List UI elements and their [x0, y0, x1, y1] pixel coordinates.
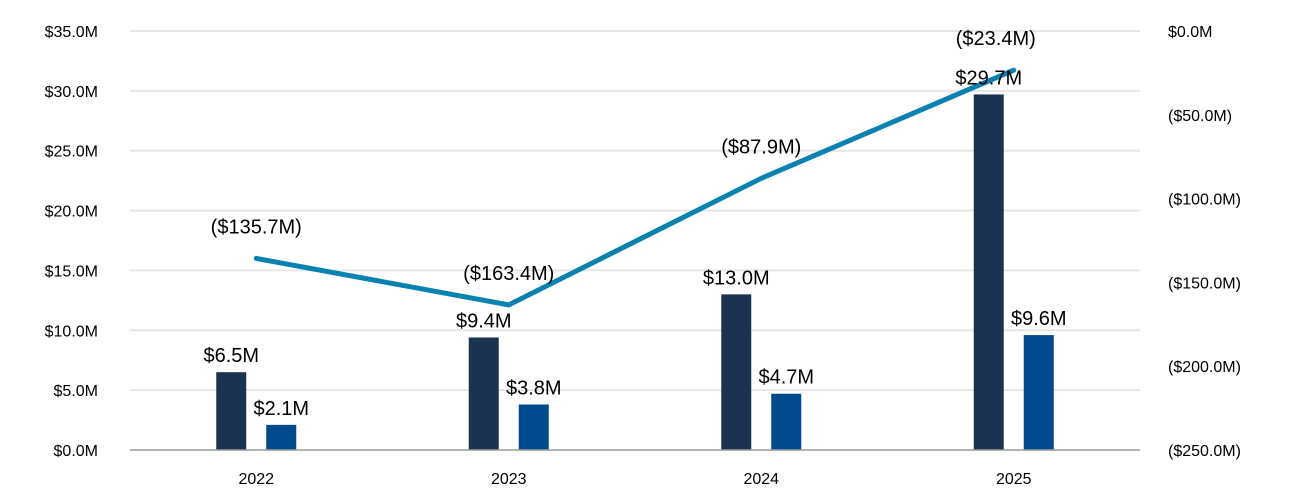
line-point-2024 — [760, 177, 763, 180]
line-data-label: ($163.4M) — [463, 263, 554, 285]
bar-data-label: $13.0M — [703, 267, 770, 289]
x-tick-label: 2024 — [743, 471, 779, 488]
x-tick-label: 2023 — [491, 471, 527, 488]
y-right-tick-label: $0.0M — [1168, 24, 1212, 41]
y-right-tick-label: ($200.0M) — [1168, 359, 1241, 376]
line-data-label: ($87.9M) — [721, 136, 801, 158]
y-left-tick-label: $5.0M — [54, 383, 98, 400]
bar-data-label: $9.6M — [1011, 308, 1067, 330]
y-left-tick-label: $25.0M — [45, 144, 98, 161]
bar-2022-s2 — [266, 424, 297, 450]
line-data-label: ($23.4M) — [956, 28, 1036, 50]
line-point-2025 — [1012, 69, 1015, 72]
bar-data-label: $2.1M — [253, 398, 309, 420]
y-right-tick-label: ($50.0M) — [1168, 108, 1232, 125]
y-left-tick-label: $20.0M — [45, 204, 98, 221]
bar-2025-s1 — [973, 94, 1004, 450]
x-tick-label: 2022 — [238, 471, 274, 488]
bar-2023-s2 — [518, 404, 549, 450]
y-left-tick-label: $10.0M — [45, 323, 98, 340]
bar-data-label: $4.7M — [758, 367, 814, 389]
net-line — [253, 67, 1017, 308]
y-right-tick-label: ($100.0M) — [1168, 192, 1241, 209]
line-data-label: ($135.7M) — [211, 216, 302, 238]
y-right-tick-label: ($250.0M) — [1168, 443, 1241, 460]
y-left-tick-label: $15.0M — [45, 263, 98, 280]
x-tick-label: 2025 — [996, 471, 1032, 488]
bar-2024-s1 — [721, 294, 752, 450]
line-point-2022 — [255, 257, 258, 260]
y-left-tick-label: $30.0M — [45, 84, 98, 101]
line-point-2023 — [507, 303, 510, 306]
bar-data-label: $9.4M — [456, 310, 512, 332]
bar-2025-s2 — [1023, 335, 1054, 450]
bar-data-label: $3.8M — [506, 378, 562, 400]
bar-data-label: $6.5M — [203, 345, 259, 367]
y-left-tick-label: $35.0M — [45, 24, 98, 41]
bar-2023-s1 — [468, 337, 499, 450]
bar-2024-s2 — [771, 393, 802, 450]
bar-2022-s1 — [216, 372, 247, 450]
y-right-tick-label: ($150.0M) — [1168, 275, 1241, 292]
y-left-tick-label: $0.0M — [54, 443, 98, 460]
bar-data-label: $29.7M — [955, 67, 1022, 89]
